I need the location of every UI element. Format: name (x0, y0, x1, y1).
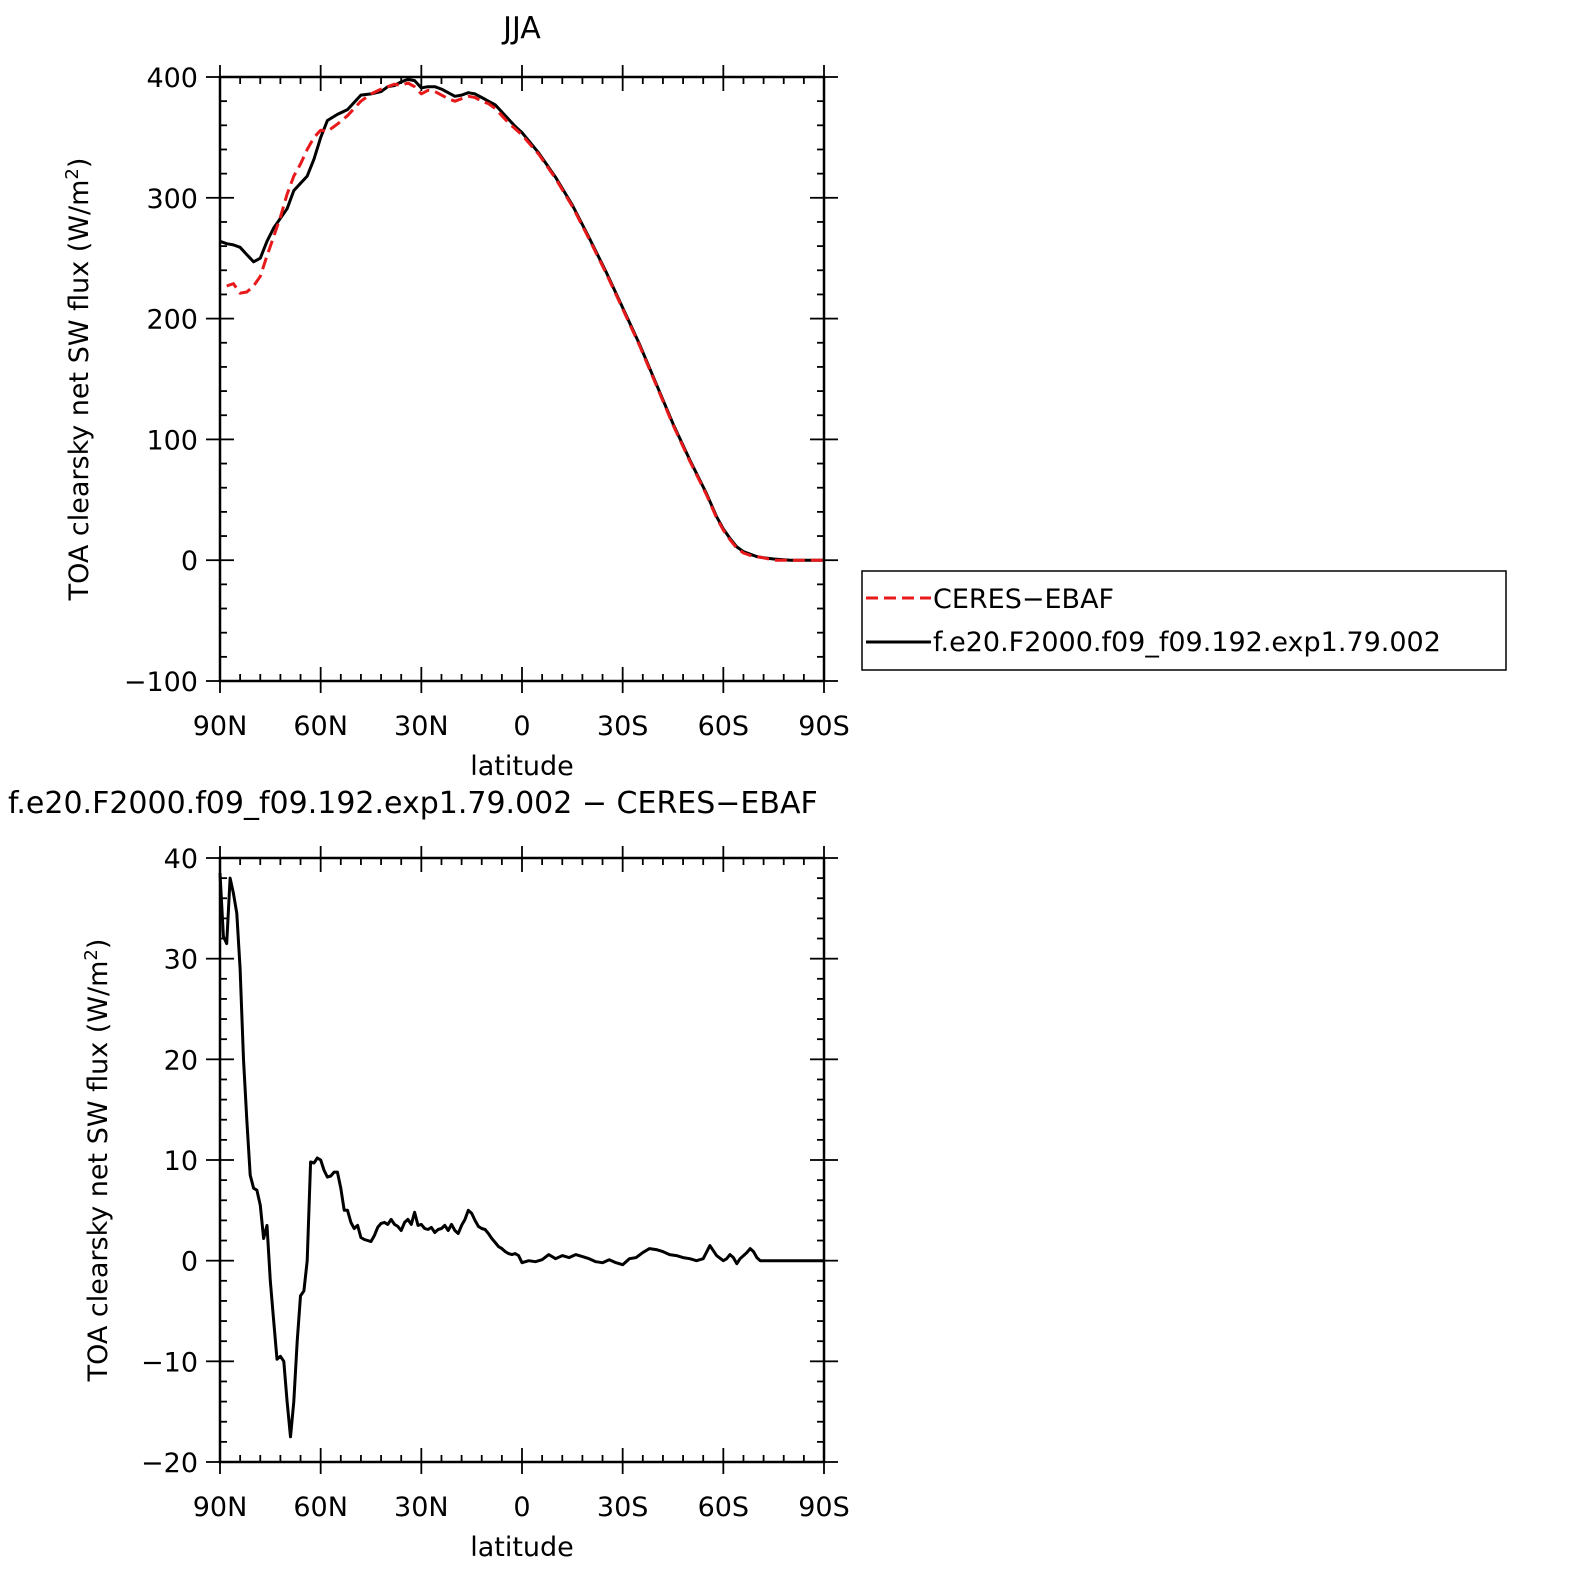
x-tick-label: 90N (193, 1492, 248, 1523)
y-tick-label: 0 (181, 1247, 198, 1278)
y-tick-label: −20 (141, 1448, 198, 1479)
x-tick-label: 60S (698, 1492, 750, 1523)
y-tick-label: 30 (164, 945, 198, 976)
top-panel-series (219, 77, 824, 562)
x-tick-label: 0 (513, 1492, 530, 1523)
x-tick-label: 30S (597, 711, 649, 742)
x-tick-label: 60N (293, 1492, 348, 1523)
legend-label-model: f.e20.F2000.f09_f09.192.exp1.79.002 (933, 627, 1441, 658)
top-panel-tick-labels: 90N 60N 30N 0 30S 60S 90S −100 0 100 200 300 400 (124, 63, 850, 742)
bottom-panel-title: f.e20.F2000.f09_f09.192.exp1.79.002 − CE… (8, 786, 818, 821)
x-tick-label: 30S (597, 1492, 649, 1523)
x-tick-label: 30N (394, 711, 449, 742)
top-panel-xlabel: latitude (470, 751, 574, 782)
bottom-panel-ylabel: TOA clearsky net SW flux (W/m2) (81, 939, 114, 1383)
x-tick-label: 90S (798, 1492, 850, 1523)
top-panel-frame (218, 75, 826, 683)
x-tick-label: 0 (513, 711, 530, 742)
y-tick-label: 0 (181, 546, 198, 577)
y-tick-label: 200 (146, 305, 198, 336)
legend-label-ceres: CERES−EBAF (933, 584, 1114, 615)
x-tick-label: 30N (394, 1492, 449, 1523)
y-tick-label: 100 (146, 425, 198, 456)
top-series-line-ceres (226, 81, 824, 562)
y-tick-label: 400 (146, 63, 198, 94)
bottom-panel-tick-labels: 90N 60N 30N 0 30S 60S 90S −20 −10 0 10 20 30 40 (141, 844, 850, 1523)
x-tick-label: 60S (698, 711, 750, 742)
bottom-panel: f.e20.F2000.f09_f09.192.exp1.79.002 − CE… (8, 786, 850, 1563)
bottom-panel-xlabel: latitude (470, 1532, 574, 1563)
bottom-series-line-model (218, 873, 824, 1439)
y-tick-label: 40 (164, 844, 198, 875)
y-tick-label: 20 (164, 1045, 198, 1076)
y-tick-label: −10 (141, 1347, 198, 1378)
top-panel-title: JJA (501, 11, 541, 46)
top-panel-ylabel: TOA clearsky net SW flux (W/m2) (62, 158, 95, 602)
legend-box (861, 570, 1507, 671)
y-tick-label: 10 (164, 1146, 198, 1177)
x-tick-label: 90S (798, 711, 850, 742)
bottom-panel-series (218, 873, 824, 1439)
x-tick-label: 60N (293, 711, 348, 742)
top-panel: JJA 90N 60N 30N 0 30S 60S 90S −100 0 100 200 300 400… (62, 11, 1507, 782)
top-panel-ticks (206, 65, 838, 693)
x-tick-label: 90N (193, 711, 248, 742)
y-tick-label: 300 (146, 184, 198, 215)
legend: CERES−EBAF f.e20.F2000.f09_f09.192.exp1.… (861, 570, 1507, 671)
bottom-panel-ticks (206, 846, 838, 1474)
top-series-line-model (219, 77, 824, 562)
y-tick-label: −100 (124, 667, 198, 698)
bottom-panel-frame (218, 856, 826, 1464)
